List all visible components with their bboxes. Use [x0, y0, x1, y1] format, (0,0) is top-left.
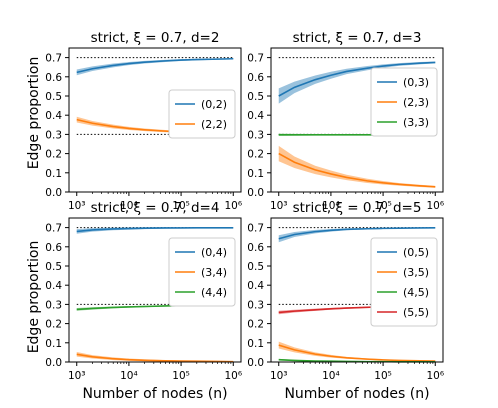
- series-band-2: [278, 145, 436, 188]
- x-tick-label: 10⁶: [426, 370, 444, 382]
- series-line-2: [278, 152, 436, 188]
- y-tick-label: 0.5: [45, 261, 62, 273]
- panel-title: strict, ξ = 0.7, d=2: [91, 30, 220, 46]
- legend-label: (0,3): [403, 76, 429, 89]
- plot-frame: [270, 217, 444, 363]
- legend: (0,5) (3,5) (4,5) (5,5): [370, 237, 438, 327]
- y-tick-label: 0.1: [45, 338, 62, 350]
- x-tick-label: 10⁶: [224, 200, 242, 212]
- legend-label: (0,2): [201, 98, 227, 111]
- legend-label: (3,4): [201, 266, 227, 279]
- y-tick-label: 0.1: [45, 168, 62, 180]
- y-tick-label: 0.3: [45, 129, 62, 141]
- panel-title: strict, ξ = 0.7, d=4: [91, 200, 220, 216]
- y-tick-label: 0.2: [45, 149, 62, 161]
- panel-3: 0.0 0.1 0.2 0.3 0.4 0.5 0.6 0.7 10³ 10⁴ 10⁵ 10⁶ stri…: [45, 200, 242, 382]
- panel-2: 0.0 0.1 0.2 0.3 0.4 0.5 0.6 0.7 10³ 10⁴ 10⁵ 10⁶ stri…: [247, 30, 444, 212]
- panel-title: strict, ξ = 0.7, d=5: [293, 200, 422, 216]
- legend-label: (2,3): [403, 96, 429, 109]
- panel-1: 0.0 0.1 0.2 0.3 0.4 0.5 0.6 0.7 10³ 10⁴ 10⁵ 10⁶ stri…: [45, 30, 242, 212]
- x-tick-label: 10³: [68, 370, 86, 382]
- x-tick-label: 10³: [68, 200, 86, 212]
- y-tick-label: 0.3: [45, 299, 62, 311]
- x-tick-label: 10³: [270, 200, 288, 212]
- y-tick-label: 0.4: [247, 110, 264, 122]
- series-line-2: [76, 353, 234, 363]
- y-tick-label: 0.6: [45, 72, 62, 84]
- y-tick-label: 0.7: [45, 53, 62, 65]
- y-tick-label: 0.6: [45, 242, 62, 254]
- x-tick-label: 10⁵: [374, 200, 392, 212]
- x-tick-label: 10⁵: [172, 370, 190, 382]
- legend-label: (5,5): [403, 306, 429, 319]
- series-line-1: [76, 226, 234, 233]
- x-tick-label: 10⁶: [224, 370, 242, 382]
- legend-label: (0,5): [403, 246, 429, 259]
- x-tick-label: 10⁶: [426, 200, 444, 212]
- panel-title: strict, ξ = 0.7, d=3: [293, 30, 422, 46]
- y-tick-label: 0.1: [247, 338, 264, 350]
- series-line-2: [278, 344, 436, 362]
- x-tick-label: 10⁴: [322, 370, 340, 382]
- x-tick-label: 10⁵: [374, 370, 392, 382]
- y-tick-label: 0.3: [247, 129, 264, 141]
- y-tick-label: 0.0: [247, 187, 264, 199]
- legend-label: (3,3): [403, 116, 429, 129]
- x-tick-label: 10³: [270, 370, 288, 382]
- x-tick-label: 10⁴: [120, 200, 138, 212]
- series-line-1: [76, 57, 234, 74]
- ylabel-bottom: Edge proportion: [26, 241, 42, 354]
- plot-frame: [68, 47, 242, 193]
- panels: 0.0 0.1 0.2 0.3 0.4 0.5 0.6 0.7 10³ 10⁴ 10⁵ 10⁶ stri…: [45, 30, 444, 382]
- xlabel-right: Number of nodes (n): [284, 386, 429, 402]
- legend-label: (3,5): [403, 266, 429, 279]
- legend-box: [370, 67, 438, 137]
- plot-frame: [270, 47, 444, 193]
- y-tick-label: 0.0: [45, 357, 62, 369]
- legend-label: (4,5): [403, 286, 429, 299]
- y-tick-label: 0.6: [247, 72, 264, 84]
- y-tick-label: 0.2: [45, 319, 62, 331]
- y-tick-label: 0.4: [247, 280, 264, 292]
- panel-4: 0.0 0.1 0.2 0.3 0.4 0.5 0.6 0.7 10³ 10⁴ 10⁵ 10⁶ stri…: [247, 200, 444, 382]
- legend-label: (4,4): [201, 286, 227, 299]
- xlabel-left: Number of nodes (n): [82, 386, 227, 402]
- legend-label: (0,4): [201, 246, 227, 259]
- x-tick-label: 10⁴: [322, 200, 340, 212]
- y-tick-label: 0.7: [247, 223, 264, 235]
- y-tick-label: 0.7: [247, 53, 264, 65]
- y-tick-label: 0.5: [247, 261, 264, 273]
- y-tick-label: 0.2: [247, 319, 264, 331]
- y-tick-label: 0.0: [247, 357, 264, 369]
- y-tick-label: 0.7: [45, 223, 62, 235]
- y-tick-label: 0.5: [247, 91, 264, 103]
- y-tick-label: 0.0: [45, 187, 62, 199]
- legend: (0,4) (3,4) (4,4): [168, 237, 236, 307]
- legend-box: [168, 89, 236, 139]
- series-line-1: [278, 226, 436, 240]
- y-tick-label: 0.5: [45, 91, 62, 103]
- legend-box: [168, 237, 236, 307]
- x-tick-label: 10⁵: [172, 200, 190, 212]
- legend-box: [370, 237, 438, 327]
- y-tick-label: 0.1: [247, 168, 264, 180]
- y-tick-label: 0.4: [45, 110, 62, 122]
- plot-frame: [68, 217, 242, 363]
- y-tick-label: 0.2: [247, 149, 264, 161]
- y-tick-label: 0.4: [45, 280, 62, 292]
- legend: (0,2) (2,2): [168, 89, 236, 139]
- y-tick-label: 0.6: [247, 242, 264, 254]
- series-band-2: [278, 341, 436, 362]
- series-line-1: [278, 61, 436, 97]
- legend: (0,3) (2,3) (3,3): [370, 67, 438, 137]
- y-tick-label: 0.3: [247, 299, 264, 311]
- legend-label: (2,2): [201, 118, 227, 131]
- x-tick-label: 10⁴: [120, 370, 138, 382]
- ylabel-top: Edge proportion: [26, 57, 42, 170]
